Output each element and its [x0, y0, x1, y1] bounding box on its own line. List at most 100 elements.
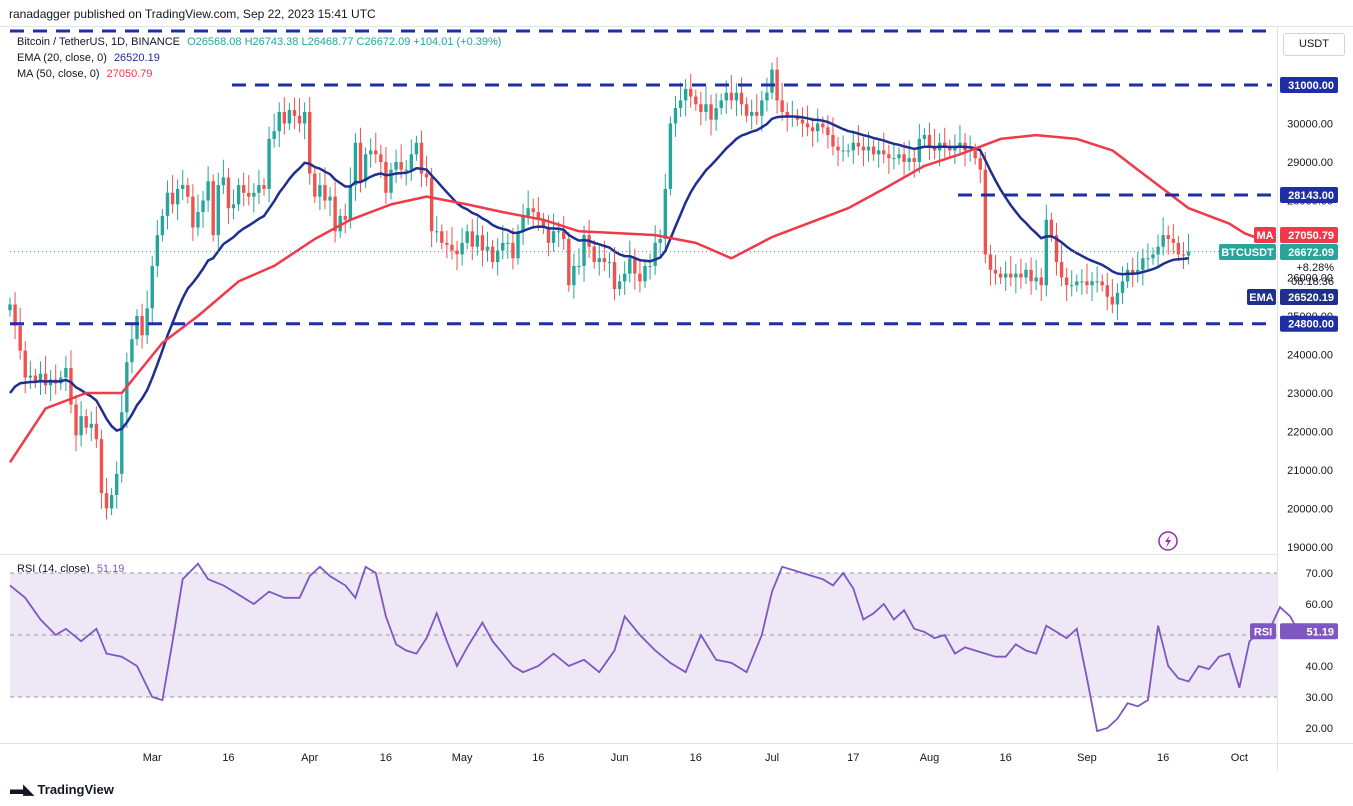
tradingview-logo[interactable]: ▬◣ TradingView: [10, 780, 114, 798]
price-tick-label: 21000.00: [1287, 465, 1333, 477]
candle-body: [1151, 254, 1155, 259]
candle-body: [617, 281, 622, 290]
candle-body: [460, 242, 464, 255]
price-axis-border: [1277, 26, 1278, 771]
candle-body: [633, 258, 637, 274]
ema-tag-value-box: [1280, 289, 1338, 305]
candle-body: [1009, 273, 1013, 278]
candle-body: [612, 262, 617, 290]
rsi-legend-label: RSI (14, close): [17, 563, 90, 575]
candle-body: [343, 215, 347, 220]
candle-body: [556, 231, 561, 233]
pane-top-border: [0, 26, 1353, 27]
candle-body: [826, 127, 830, 136]
candle-body: [308, 111, 312, 174]
candle-body: [130, 339, 134, 363]
candle-body: [186, 185, 190, 197]
candle-body: [592, 246, 596, 263]
symbol-legend: Bitcoin / TetherUS, 1D, BINANCE O26568.0…: [17, 36, 501, 48]
tradingview-logo-icon: ▬◣: [10, 781, 35, 798]
candle-body: [866, 146, 871, 151]
candle-body: [521, 215, 525, 232]
candle-body: [368, 150, 373, 155]
symbol-name: Bitcoin / TetherUS, 1D, BINANCE: [17, 36, 181, 48]
candle-body: [511, 242, 515, 259]
currency-selector[interactable]: USDT: [1283, 33, 1345, 56]
rsi-tick-label: 70.00: [1305, 568, 1333, 580]
candle-body: [475, 235, 480, 247]
time-tick-label: Mar: [143, 752, 162, 764]
level-tag: [1280, 315, 1338, 332]
candle-body: [562, 231, 566, 239]
candle-body: [379, 154, 383, 162]
candle-body: [84, 416, 88, 428]
candle-body: [734, 92, 739, 101]
candle-body: [993, 269, 998, 274]
candle-body: [856, 142, 861, 147]
candle-body: [577, 265, 581, 267]
candle-body: [1003, 273, 1008, 278]
candle-body: [490, 246, 495, 263]
candle-body: [1095, 281, 1099, 283]
candle-body: [927, 135, 932, 147]
candle-body: [435, 231, 439, 233]
candle-body: [638, 273, 642, 282]
price-tick-label: 23000.00: [1287, 388, 1333, 400]
last-price-tag-name-box: [1219, 244, 1276, 260]
candle-body: [170, 192, 175, 205]
candle-body: [79, 416, 83, 436]
price-tick-label: 22000.00: [1287, 427, 1333, 439]
candle-body: [485, 246, 490, 251]
time-tick-label: 17: [847, 752, 859, 764]
candle-body: [348, 185, 353, 220]
pane-divider: [0, 554, 1278, 555]
candle-body: [582, 235, 586, 266]
candle-body: [1024, 269, 1028, 278]
candle-body: [160, 215, 165, 236]
ma-tag-value: 27050.79: [1288, 230, 1334, 242]
candle-body: [729, 92, 734, 101]
candle-body: [89, 423, 93, 428]
time-tick-label: 16: [1157, 752, 1169, 764]
candle-body: [694, 96, 698, 105]
candle-body: [1029, 269, 1033, 282]
ema-tag-value: 26520.19: [1288, 292, 1334, 304]
candle-body: [277, 111, 281, 132]
candle-body: [292, 110, 297, 116]
candle-body: [155, 235, 160, 266]
ma-legend-value: 27050.79: [106, 68, 153, 80]
last-price-change: +8.28%: [1296, 262, 1334, 274]
last-price-tag-value: 26672.09: [1288, 247, 1334, 259]
candle-body: [902, 154, 906, 162]
rsi-tick-label: 40.00: [1305, 661, 1333, 673]
candle-body: [165, 192, 170, 216]
candle-body: [445, 242, 449, 245]
ema-line: [9, 115, 1189, 433]
candle-body: [440, 231, 444, 243]
candle-body: [231, 204, 236, 209]
level-tag: [1280, 186, 1338, 203]
candle-body: [358, 142, 363, 182]
candle-body: [333, 196, 337, 232]
candle-body: [394, 162, 398, 170]
lightning-icon[interactable]: [1158, 531, 1178, 551]
candle-body: [1014, 273, 1018, 278]
time-tick-label: Jul: [765, 752, 779, 764]
candle-body: [236, 185, 241, 205]
indicator-lines: [8, 115, 1277, 463]
tradingview-brand: TradingView: [37, 781, 114, 797]
chart-panes: [0, 26, 1353, 771]
candle-body: [135, 316, 139, 340]
candle-body: [1064, 277, 1069, 286]
candle-body: [1049, 219, 1054, 236]
candle-body: [861, 146, 866, 151]
candle-body: [211, 181, 215, 236]
candle-body: [572, 265, 576, 286]
candle-body: [546, 227, 551, 243]
candle-body: [495, 250, 500, 263]
candle-body: [196, 212, 200, 228]
rsi-tag-value-box: [1280, 623, 1338, 640]
candle-body: [719, 100, 723, 109]
candle-body: [140, 316, 144, 336]
